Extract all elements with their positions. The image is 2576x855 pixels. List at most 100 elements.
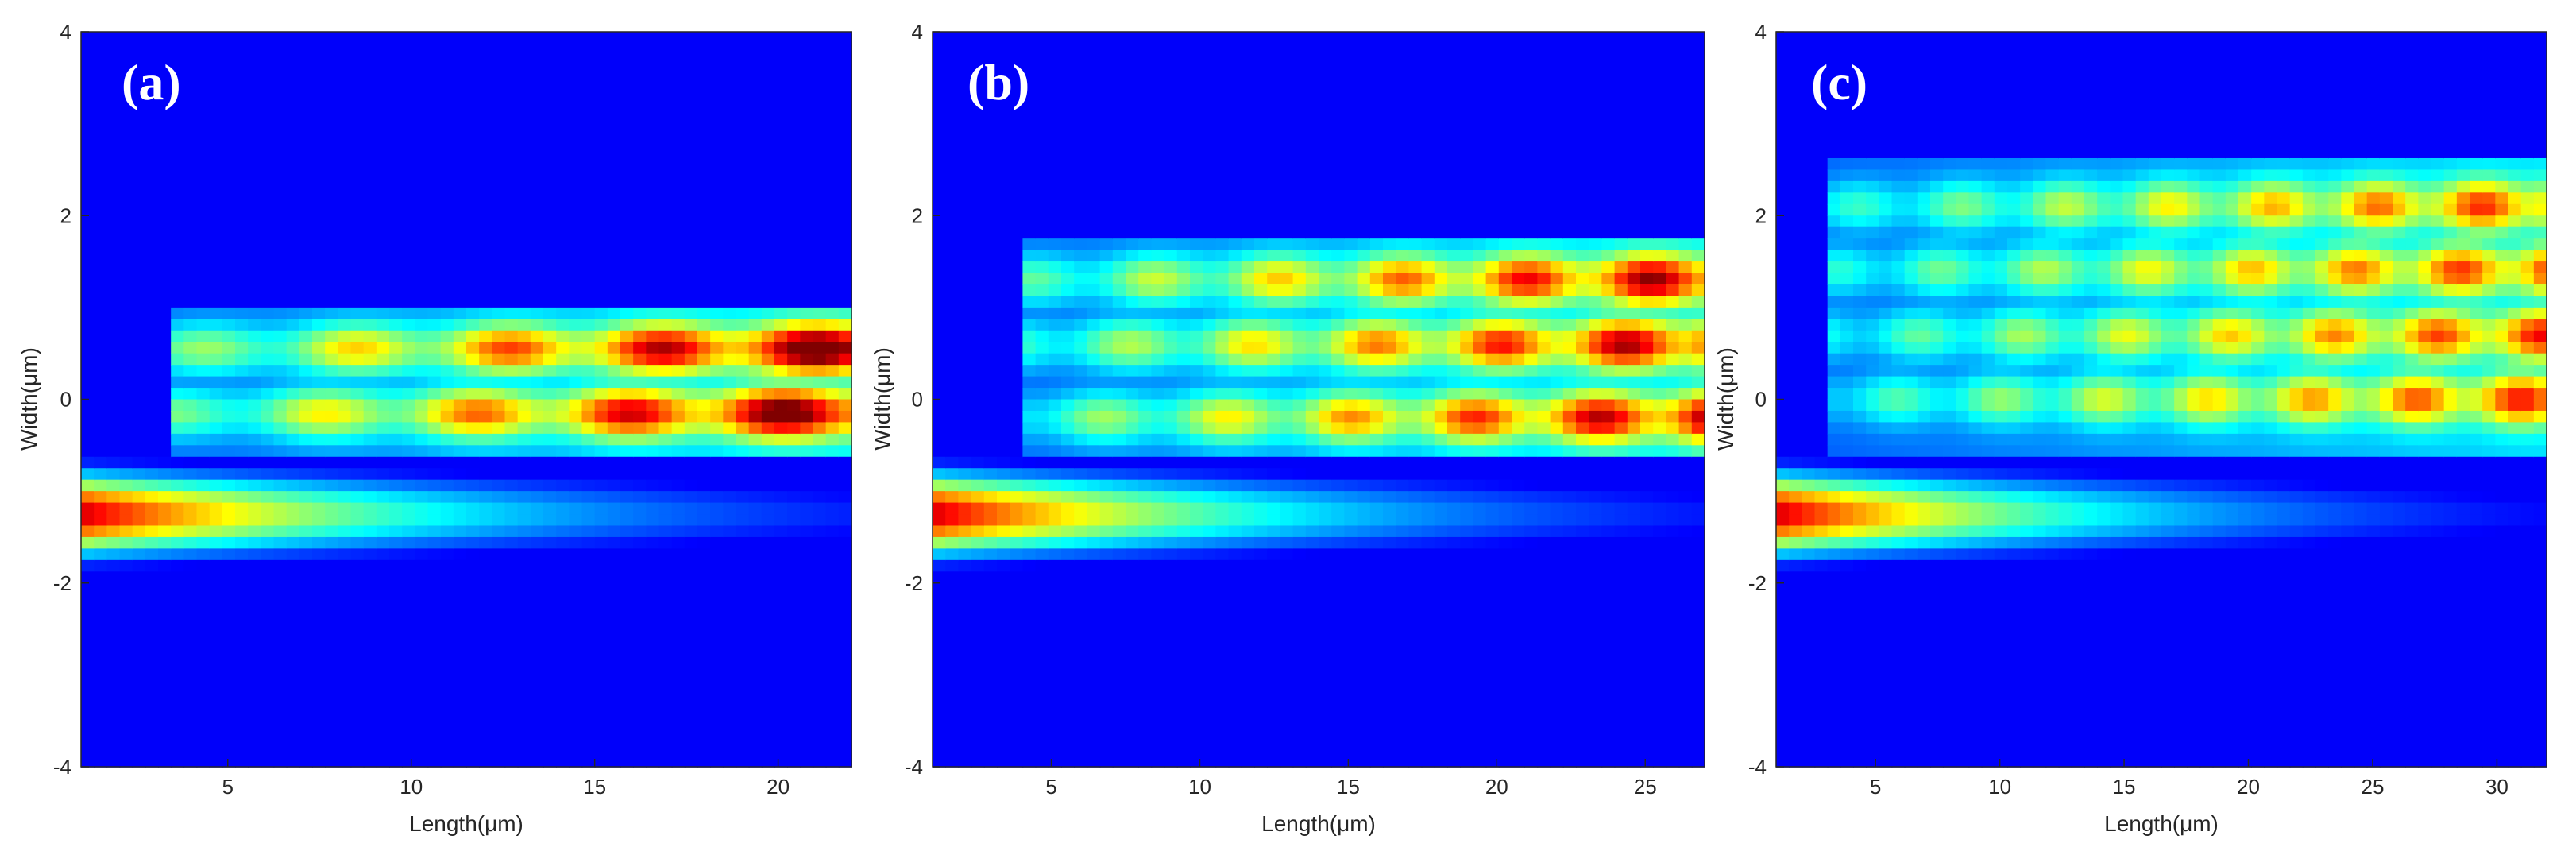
heatmap-cell xyxy=(1112,732,1126,745)
heatmap-cell xyxy=(235,330,249,343)
heatmap-cell xyxy=(556,77,570,91)
heatmap-cell xyxy=(273,732,288,745)
heatmap-cell xyxy=(800,330,814,343)
heatmap-cell xyxy=(222,146,236,159)
heatmap-cell xyxy=(1035,514,1049,527)
heatmap-cell xyxy=(402,32,416,44)
heatmap-cell xyxy=(145,732,159,745)
heatmap-cell xyxy=(106,536,121,550)
heatmap-cell xyxy=(415,433,429,447)
heatmap-cell xyxy=(145,433,159,447)
heatmap-cell xyxy=(581,203,596,217)
heatmap-cell xyxy=(620,296,634,308)
heatmap-cell xyxy=(1126,203,1139,217)
heatmap-cell xyxy=(633,353,647,366)
heatmap-cell xyxy=(119,376,133,389)
heatmap-cell xyxy=(171,203,185,217)
heatmap-cell xyxy=(248,54,262,68)
heatmap-cell xyxy=(813,399,827,412)
heatmap-cell xyxy=(94,365,108,377)
heatmap-cell xyxy=(402,273,416,285)
heatmap-cell xyxy=(376,582,390,595)
heatmap-cell xyxy=(1035,422,1049,435)
heatmap-cell xyxy=(183,89,198,102)
heatmap-cell xyxy=(119,525,133,538)
heatmap-cell xyxy=(825,605,840,618)
heatmap-cell xyxy=(1010,226,1024,239)
heatmap-cell xyxy=(504,399,519,412)
heatmap-cell xyxy=(119,77,133,91)
heatmap-cell xyxy=(646,629,660,641)
heatmap-cell xyxy=(710,319,724,331)
heatmap-cell xyxy=(825,571,840,584)
heatmap-cell xyxy=(453,491,467,504)
heatmap-cell xyxy=(556,319,570,331)
heatmap-cell xyxy=(774,192,788,205)
heatmap-cell xyxy=(813,559,827,573)
heatmap-cell xyxy=(697,135,711,148)
heatmap-cell xyxy=(145,721,159,733)
heatmap-cell xyxy=(325,353,339,366)
heatmap-cell xyxy=(479,629,493,641)
heatmap-cell xyxy=(363,479,377,492)
heatmap-cell xyxy=(530,215,544,228)
heatmap-cell xyxy=(183,43,198,56)
heatmap-cell xyxy=(94,157,108,171)
heatmap-cell xyxy=(440,203,454,217)
heatmap-cell xyxy=(530,169,544,182)
heatmap-cell xyxy=(1010,365,1024,377)
heatmap-cell xyxy=(787,43,801,56)
heatmap-cell xyxy=(556,284,570,297)
heatmap-cell xyxy=(1061,491,1075,504)
heatmap-cell xyxy=(697,640,711,653)
heatmap-cell xyxy=(517,594,531,607)
heatmap-cell xyxy=(594,582,608,595)
heatmap-cell xyxy=(1061,157,1075,171)
heatmap-cell xyxy=(196,721,210,733)
heatmap-cell xyxy=(1035,192,1049,205)
heatmap-cell xyxy=(710,721,724,733)
heatmap-cell xyxy=(813,721,827,733)
heatmap-cell xyxy=(106,123,121,136)
heatmap-cell xyxy=(813,732,827,745)
heatmap-cell xyxy=(273,755,288,768)
heatmap-cell xyxy=(363,250,377,262)
heatmap-cell xyxy=(997,652,1010,664)
heatmap-cell xyxy=(299,686,313,699)
heatmap-cell xyxy=(1112,54,1126,68)
heatmap-cell xyxy=(415,640,429,653)
heatmap-cell xyxy=(1074,353,1088,366)
heatmap-cell xyxy=(761,135,775,148)
heatmap-cell xyxy=(402,709,416,722)
heatmap-cell xyxy=(1126,135,1139,148)
heatmap-cell xyxy=(1099,215,1114,228)
heatmap-cell xyxy=(119,617,133,630)
heatmap-cell xyxy=(286,365,300,377)
heatmap-cell xyxy=(273,169,288,182)
heatmap-cell xyxy=(983,732,998,745)
heatmap-cell xyxy=(517,203,531,217)
heatmap-cell xyxy=(209,525,223,538)
heatmap-cell xyxy=(530,157,544,171)
heatmap-cell xyxy=(607,100,621,113)
heatmap-cell xyxy=(997,180,1010,194)
heatmap-cell xyxy=(145,594,159,607)
heatmap-cell xyxy=(607,32,621,44)
heatmap-cell xyxy=(838,203,852,217)
heatmap-cell xyxy=(171,100,185,113)
heatmap-cell xyxy=(479,66,493,79)
heatmap-cell xyxy=(1010,123,1024,136)
heatmap-cell xyxy=(543,342,557,354)
heatmap-cell xyxy=(633,709,647,722)
heatmap-cell xyxy=(543,698,557,710)
heatmap-cell xyxy=(248,180,262,194)
heatmap-cell xyxy=(376,755,390,768)
heatmap-cell xyxy=(261,319,275,331)
heatmap-cell xyxy=(376,456,390,470)
heatmap-cell xyxy=(415,284,429,297)
heatmap-cell xyxy=(646,100,660,113)
heatmap-cell xyxy=(338,675,352,687)
heatmap-cell xyxy=(94,468,108,481)
heatmap-cell xyxy=(427,709,442,722)
heatmap-cell xyxy=(132,135,146,148)
